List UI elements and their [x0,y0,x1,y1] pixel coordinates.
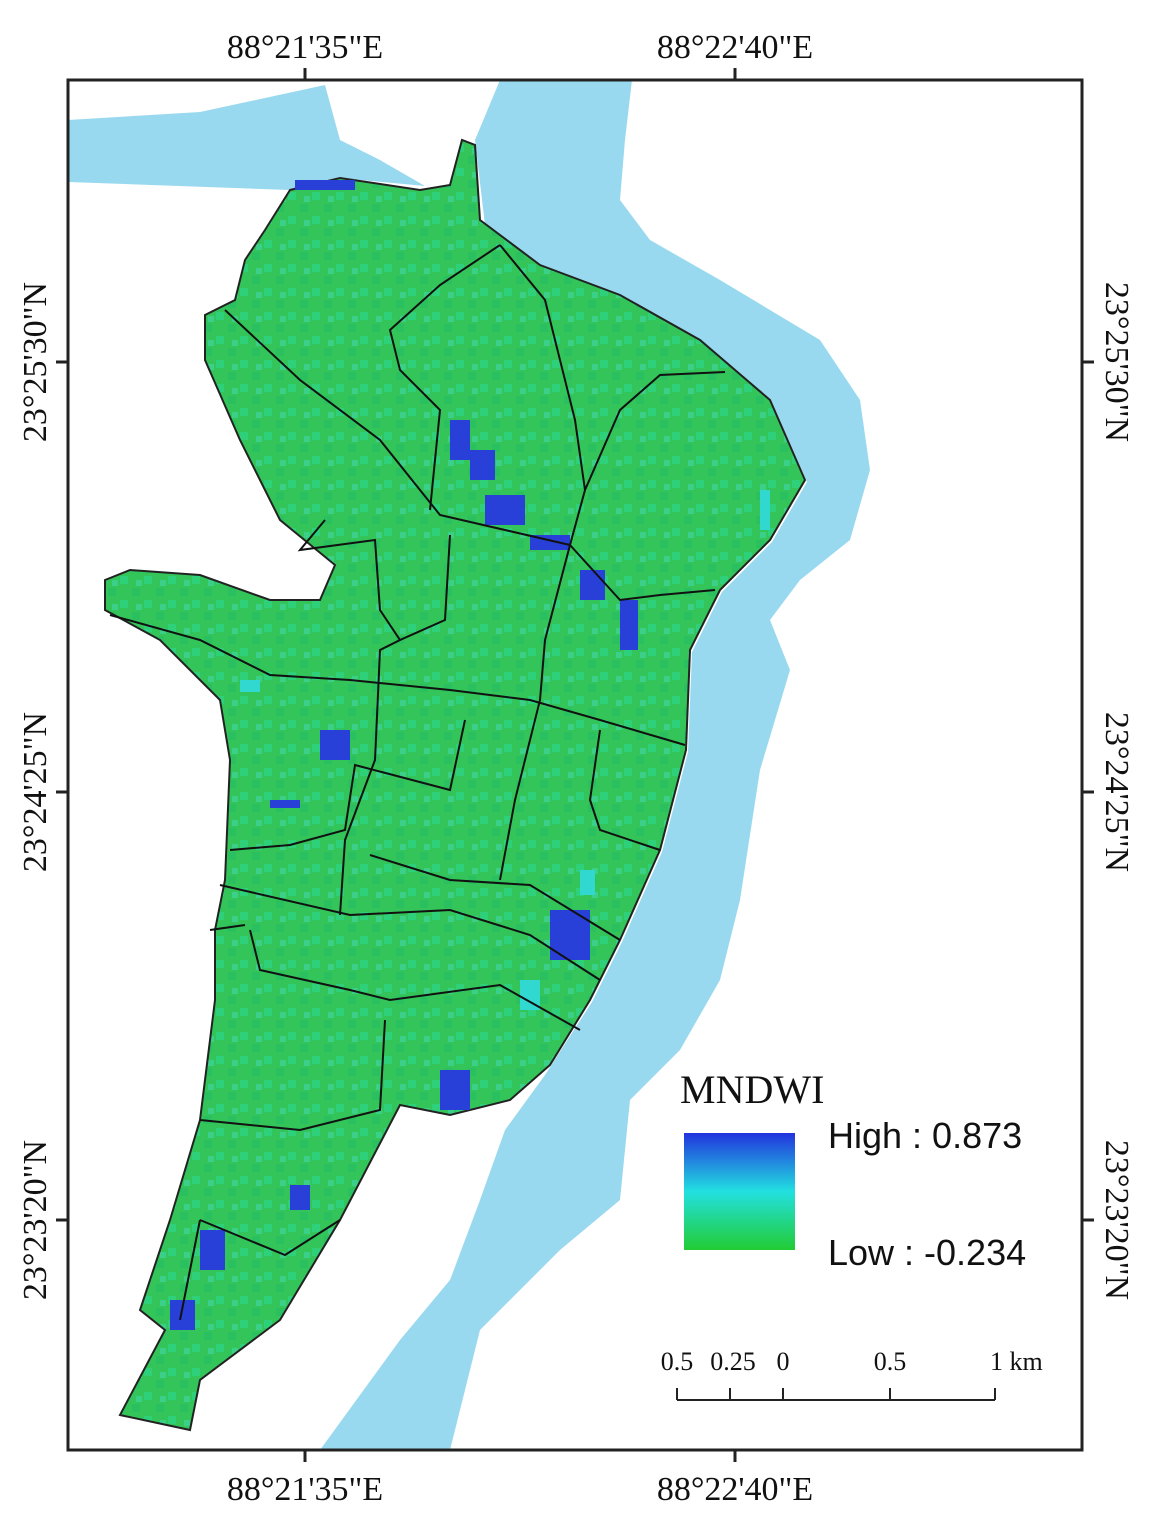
river [320,80,870,1450]
map-frame [66,78,1084,1452]
latitude-label: 23°24'25"N [1098,712,1135,872]
longitude-label: 88°22'40"E [657,29,813,66]
latitude-label: 23°25'30"N [17,282,54,442]
scale-label: 0.5 [874,1347,907,1376]
legend-high: High : 0.873 [828,1115,1022,1156]
latitude-label: 23°24'25"N [17,712,54,872]
land-area [104,138,807,1432]
latitude-label: 23°23'20"N [1098,1140,1135,1300]
scale-bar [676,1388,996,1401]
longitude-label: 88°21'35"E [227,29,383,66]
legend-low: Low : -0.234 [828,1232,1026,1273]
longitude-label: 88°21'35"E [227,1471,383,1508]
water-pixels [170,180,638,1330]
scale-label: 1 km [990,1347,1043,1376]
latitude-label: 23°23'20"N [17,1140,54,1300]
wet-pixels [240,490,770,1010]
scale-label: 0.25 [710,1347,756,1376]
river-inlet [68,85,425,190]
latitude-label: 23°25'30"N [1098,282,1135,442]
scale-label: 0.5 [661,1347,694,1376]
graticule-ticks [56,68,1094,1462]
longitude-label: 88°22'40"E [657,1471,813,1508]
ward-boundaries [109,244,726,1321]
legend-title: MNDWI [680,1067,824,1112]
legend-ramp [684,1133,795,1250]
scale-label: 0 [777,1347,790,1376]
